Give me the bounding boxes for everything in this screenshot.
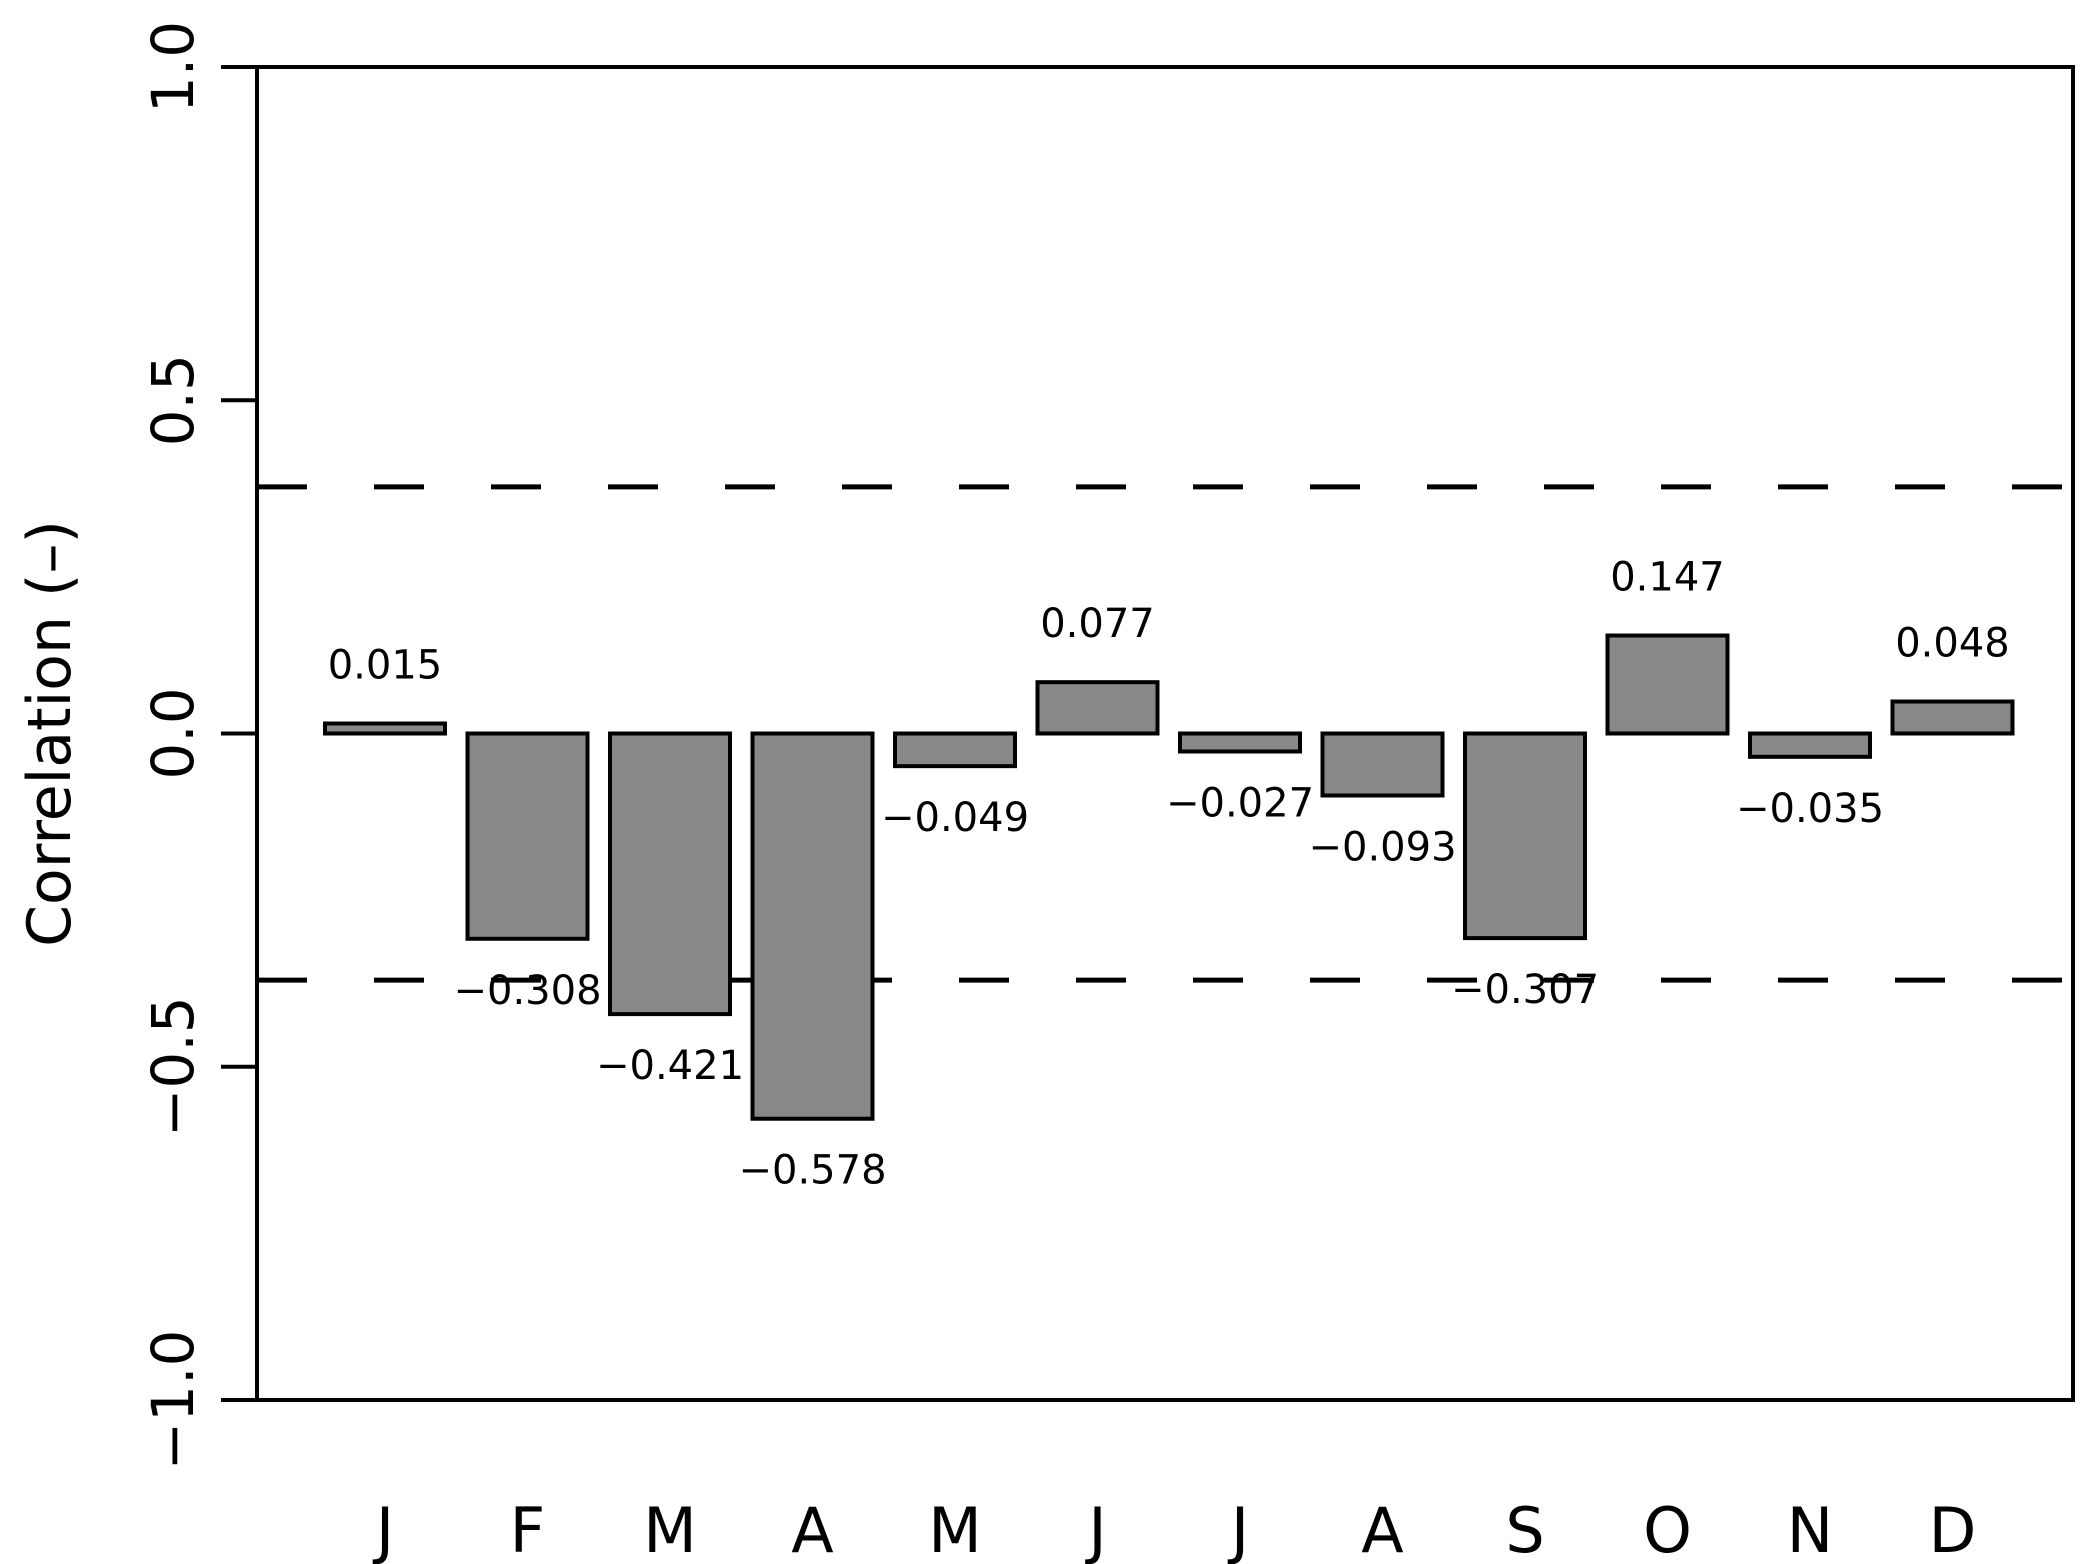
bar: [1035, 680, 1160, 736]
bar: [893, 731, 1017, 769]
y-tick-label: −1.0: [139, 1330, 207, 1471]
x-category-label: J: [1084, 1494, 1106, 1564]
x-category-label: O: [1643, 1494, 1692, 1564]
x-category-label: D: [1929, 1494, 1977, 1564]
bar-value-label: −0.093: [1308, 824, 1456, 870]
bar-value-label: 0.147: [1610, 555, 1725, 601]
y-tick-label: −0.5: [139, 996, 207, 1137]
x-category-label: S: [1505, 1494, 1544, 1564]
bar-value-label: −0.578: [738, 1148, 886, 1194]
bar: [1605, 633, 1730, 736]
bar: [323, 721, 447, 736]
bar-value-label: −0.049: [881, 795, 1029, 841]
y-tick-label: 0.0: [139, 687, 207, 779]
bar-value-label: 0.077: [1040, 601, 1155, 647]
bar-value-label: −0.035: [1736, 786, 1884, 832]
x-category-label: N: [1787, 1494, 1833, 1564]
y-tick-label: 1.0: [139, 21, 207, 113]
bar-value-label: 0.015: [328, 643, 443, 689]
x-category-label: M: [928, 1494, 982, 1564]
x-category-label: A: [791, 1494, 833, 1564]
bar-value-label: −0.027: [1166, 780, 1314, 826]
bar: [608, 731, 732, 1017]
bar: [465, 731, 590, 941]
bars: [323, 633, 2015, 1121]
bar-value-label: −0.308: [453, 968, 601, 1014]
bar: [1320, 731, 1445, 798]
x-category-label: M: [643, 1494, 697, 1564]
bar: [1178, 731, 1302, 754]
bar: [1748, 731, 1872, 759]
bar: [1463, 731, 1587, 941]
y-axis-ticks: −1.0 −0.5 0.0 0.5 1.0: [139, 21, 257, 1471]
x-category-label: A: [1361, 1494, 1403, 1564]
bar-value-label: −0.421: [596, 1043, 744, 1089]
bar: [750, 731, 875, 1121]
bar: [1890, 699, 2015, 736]
plot-frame: [255, 65, 2075, 1402]
bar-value-labels: 0.015 −0.308 −0.421 −0.578 −0.049 0.077 −0.027…: [328, 555, 2010, 1194]
x-category-label: J: [1227, 1494, 1249, 1564]
y-axis-title: Correlation (–): [15, 520, 85, 947]
x-category-label: F: [510, 1494, 546, 1564]
x-category-label: J: [372, 1494, 394, 1564]
y-tick-label: 0.5: [139, 354, 207, 446]
bar-value-label: 0.048: [1895, 621, 2010, 667]
bar-value-label: −0.307: [1451, 967, 1599, 1013]
